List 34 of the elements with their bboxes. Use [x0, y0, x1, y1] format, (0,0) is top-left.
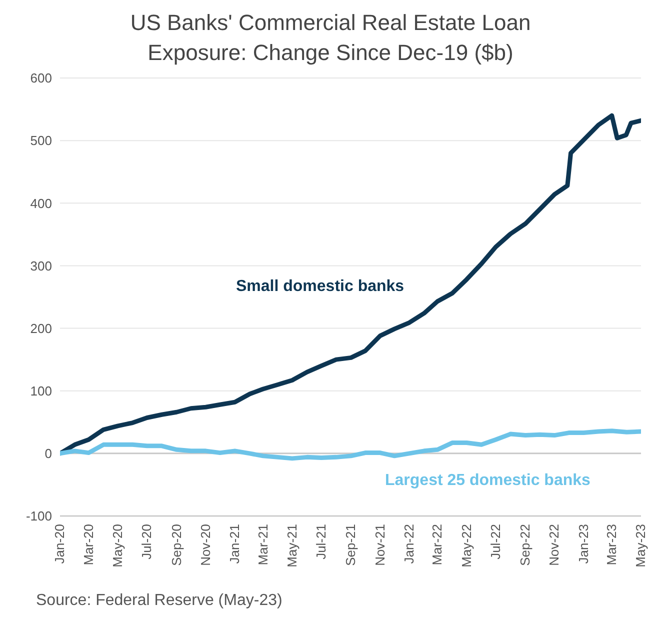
x-tick-label: Mar-22: [430, 524, 445, 566]
x-tick-label: Nov-22: [546, 524, 562, 566]
x-tick-label: May-21: [284, 524, 300, 568]
x-tick-label: Mar-20: [80, 524, 96, 566]
y-tick-label: 100: [30, 383, 52, 398]
x-tick-label: Jan-21: [227, 524, 242, 564]
x-tick-label: Jan-20: [52, 524, 68, 564]
x-tick-label: Jan-22: [402, 524, 416, 564]
y-tick-label: 500: [30, 133, 52, 148]
chart-title: US Banks' Commercial Real Estate Loan Exposure: Change Since Dec-19 ($b): [129, 9, 532, 67]
y-tick-label: 600: [30, 70, 52, 86]
x-tick-label: Mar-21: [255, 524, 270, 566]
x-tick-label: Sep-22: [518, 524, 533, 566]
x-tick-label: Jul-22: [488, 524, 503, 560]
series-label: Largest 25 domestic banks: [385, 472, 590, 490]
x-tick-label: Sep-21: [343, 524, 358, 566]
x-tick-label: Nov-20: [198, 524, 213, 566]
x-tick-label: Jul-21: [314, 524, 329, 560]
x-tick-label: Jul-20: [139, 524, 154, 560]
source-note: Source: Federal Reserve (May-23): [36, 592, 284, 610]
y-tick-label: 400: [30, 196, 52, 211]
line-series: [60, 428, 641, 461]
y-tick-label: 200: [30, 320, 52, 336]
x-tick-label: Sep-20: [168, 524, 184, 566]
x-tick-label: May-22: [458, 524, 474, 568]
y-tick-label: 300: [30, 258, 52, 274]
x-tick-label: Mar-23: [604, 524, 620, 566]
x-tick-label: May-23: [633, 524, 648, 568]
x-tick-label: Jan-23: [576, 524, 591, 564]
x-tick-label: May-20: [110, 524, 126, 568]
series-label: Small domestic banks: [236, 278, 404, 296]
x-tick-label: Nov-21: [372, 524, 388, 566]
y-tick-label: 0: [44, 446, 52, 462]
y-tick-label: -100: [26, 508, 52, 524]
